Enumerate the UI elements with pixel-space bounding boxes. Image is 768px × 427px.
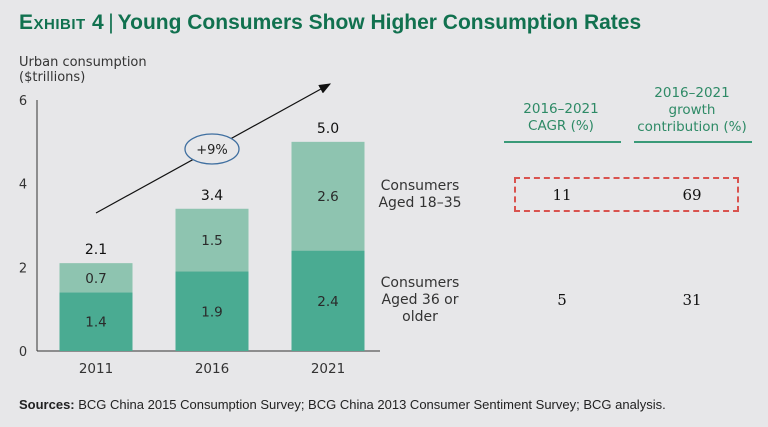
sources-note: Sources: BCG China 2015 Consumption Surv… xyxy=(19,397,666,412)
column-header-contribution: 2016–2021 growth contribution (%) xyxy=(630,85,754,136)
row-label-line: Consumers xyxy=(380,178,460,194)
segment-value-label: 1.5 xyxy=(201,233,222,249)
highlight-box xyxy=(514,177,739,212)
row-label-line: older xyxy=(402,309,438,325)
cell-older-contribution: 31 xyxy=(682,291,702,309)
segment-value-label: 2.4 xyxy=(317,294,338,310)
bar-segment-young xyxy=(59,263,133,293)
exhibit-title: Exhibit 4 | Young Consumers Show Higher Co… xyxy=(19,11,641,35)
column-header-underline xyxy=(504,141,621,143)
column-header-line: 2016–2021 xyxy=(523,101,599,117)
cagr-annotation-label: +9% xyxy=(196,143,228,158)
sources-text: BCG China 2015 Consumption Survey; BCG C… xyxy=(74,397,666,412)
row-label-line: Consumers xyxy=(380,275,460,291)
x-tick-label: 2011 xyxy=(79,361,113,377)
x-tick-label: 2021 xyxy=(311,361,345,377)
row-label-older: Consumers Aged 36 or older xyxy=(374,275,466,326)
cagr-annotation-ellipse xyxy=(184,133,240,165)
title-text: Young Consumers Show Higher Consumption … xyxy=(117,11,642,34)
y-tick-label: 6 xyxy=(19,94,27,109)
column-header-line: contribution (%) xyxy=(637,119,747,135)
column-header-cagr: 2016–2021 CAGR (%) xyxy=(503,101,619,135)
bar-total-label: 5.0 xyxy=(317,121,339,137)
x-tick-label: 2016 xyxy=(195,361,229,377)
row-label-line: Aged 18–35 xyxy=(378,195,462,211)
bar-segment-older xyxy=(291,250,365,351)
bar-total-label: 2.1 xyxy=(85,242,107,258)
bar-total-label: 3.4 xyxy=(201,188,223,204)
y-axis-label: Urban consumption ($trillions) xyxy=(19,55,147,85)
cell-young-contribution: 69 xyxy=(682,186,702,204)
sources-label: Sources: xyxy=(19,397,75,412)
segment-value-label: 2.6 xyxy=(317,189,338,205)
y-tick-label: 2 xyxy=(19,261,27,276)
y-tick-label: 0 xyxy=(19,345,27,360)
cell-young-cagr: 11 xyxy=(552,186,572,204)
y-axis-label-line: ($trillions) xyxy=(19,70,86,85)
segment-value-label: 0.7 xyxy=(85,271,106,287)
y-axis-label-line: Urban consumption xyxy=(19,55,147,70)
column-header-line: CAGR (%) xyxy=(528,118,594,134)
cell-older-cagr: 5 xyxy=(557,291,567,309)
exhibit-number: Exhibit 4 xyxy=(19,11,105,34)
bar-segment-older xyxy=(175,271,249,351)
bar-segment-young xyxy=(175,208,249,272)
row-label-line: Aged 36 or xyxy=(381,292,459,308)
row-label-young: Consumers Aged 18–35 xyxy=(374,178,466,212)
segment-value-label: 1.4 xyxy=(85,315,106,331)
segment-value-label: 1.9 xyxy=(201,304,222,320)
title-separator: | xyxy=(108,11,114,34)
column-header-line: growth xyxy=(668,102,716,118)
bar-segment-older xyxy=(59,292,133,351)
y-tick-label: 4 xyxy=(19,178,27,193)
column-header-line: 2016–2021 xyxy=(654,85,730,101)
bar-segment-young xyxy=(291,141,365,251)
column-header-underline xyxy=(634,141,752,143)
